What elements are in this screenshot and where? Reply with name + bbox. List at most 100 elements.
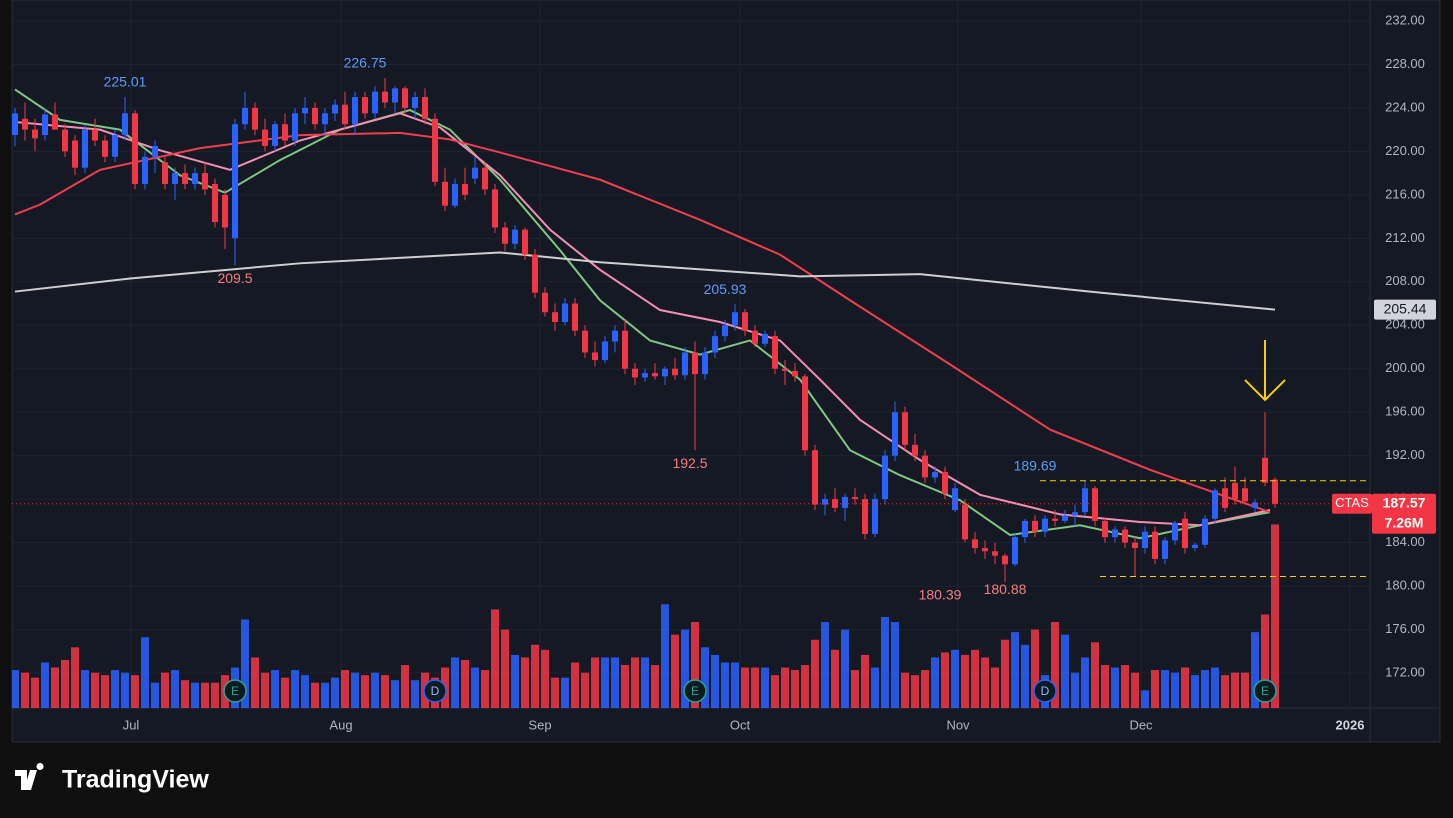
price-badge [1372,493,1436,534]
logo-text: TradingView [62,766,209,794]
candle-body [852,496,858,500]
candle-body [682,352,688,376]
volume-bar [261,672,269,708]
x-tick-label: Nov [946,717,970,732]
extreme-label: 205.93 [704,281,747,297]
candle-body [202,173,208,190]
volume-bar [41,662,49,708]
volume-bar [821,622,829,708]
volume-bar [641,657,649,708]
candle-body [92,129,98,141]
candle-body [922,455,928,478]
volume-bar [491,609,499,708]
candle-body [252,107,258,130]
volume-bar [171,670,179,708]
candle-body [212,183,218,223]
candle-body [542,292,548,313]
volume-bar [611,657,619,708]
x-tick-label: Aug [329,717,352,732]
candle-body [462,183,468,195]
candle-body [1232,482,1238,500]
volume-bar [371,672,379,708]
volume-bar [1141,690,1149,708]
candle-body [912,444,918,456]
candle-body [842,496,848,508]
extreme-label: 209.5 [217,270,252,286]
volume-bar [591,657,599,708]
event-label: E [691,684,699,698]
signal-arrow [1244,340,1286,402]
volume-bar [551,677,559,708]
volume-bar [601,657,609,708]
candle-body [222,194,228,228]
candle-body [602,341,608,361]
volume-bar [541,649,549,708]
candle-body [1182,518,1188,549]
event-badge [223,679,247,703]
y-tick-label: 212.00 [1385,230,1425,245]
volume-bar [1231,672,1239,708]
x-tick-label: Oct [730,717,751,732]
candle-body [1052,518,1058,521]
volume-bar [1201,670,1209,708]
candle-body [902,412,908,445]
y-tick-label: 172.00 [1385,664,1425,679]
ma-badge [1374,299,1436,320]
y-tick-label: 200.00 [1385,360,1425,375]
volume-bar [1171,672,1179,708]
event-badge [1253,679,1277,703]
candle-body [242,107,248,125]
extreme-label: 180.88 [984,581,1027,597]
candle-body [1252,502,1258,508]
candle-body [1202,518,1208,545]
volume-bar [121,672,129,708]
y-tick-label: 208.00 [1385,273,1425,288]
arrow-head [1244,379,1286,402]
volume-bar [291,670,299,708]
candle-body [482,167,488,190]
candle-body [472,167,478,179]
volume-bar [881,616,889,708]
volume-bar [341,670,349,708]
candle-body [622,330,628,369]
candle-body [1172,523,1178,541]
volume-bar [1121,665,1129,708]
volume-bar [1001,639,1009,708]
volume-bar [131,675,139,708]
candle-body [112,135,118,157]
candle-body [172,173,178,184]
volume-bar [451,657,459,708]
candle-body [412,97,418,108]
candle-body [1092,488,1098,521]
candle-body [1222,488,1228,508]
candle-body [1102,520,1108,538]
candle-body [1002,555,1008,565]
volume-bar [91,672,99,708]
volume-bar [761,667,769,708]
candle-body [342,104,348,125]
x-tick-label: Jul [123,717,140,732]
candle-body [772,336,778,369]
event-badge [683,679,707,703]
candle-body [1192,544,1198,549]
candle-body [422,97,428,119]
candle-body [1122,529,1128,543]
volume-bar [1061,634,1069,708]
candle-body [452,183,458,206]
candle-body [572,303,578,331]
y-tick-label: 216.00 [1385,186,1425,201]
candle-body [272,124,278,146]
volume-bar [241,619,249,708]
volume-bar [361,675,369,708]
candle-body [102,140,108,157]
volume-bar [841,629,849,708]
candle-body [502,227,508,244]
volume-bar [651,665,659,708]
volume-bar [861,654,869,708]
volume-bar [1081,657,1089,708]
candle-body [1162,540,1168,559]
candle-body [62,129,68,152]
volume-bar [731,662,739,708]
volume-bar [1251,632,1259,708]
